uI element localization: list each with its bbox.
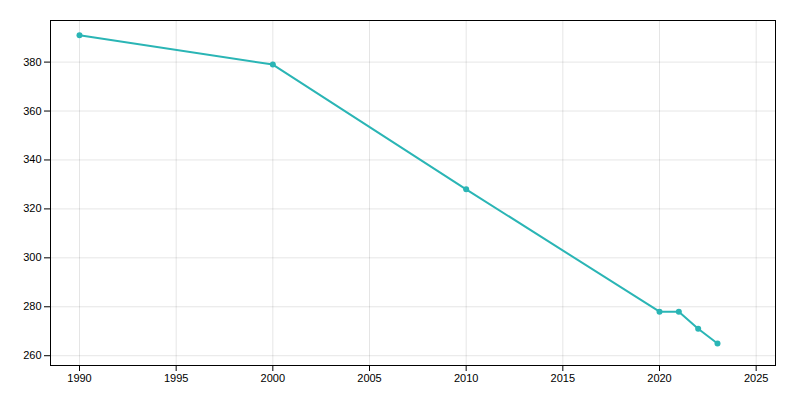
svg-text:2010: 2010	[454, 372, 478, 384]
svg-text:2005: 2005	[357, 372, 381, 384]
svg-text:2020: 2020	[647, 372, 671, 384]
svg-text:360: 360	[23, 105, 41, 117]
svg-text:380: 380	[23, 56, 41, 68]
svg-text:340: 340	[23, 153, 41, 165]
svg-text:1990: 1990	[67, 372, 91, 384]
svg-text:2015: 2015	[551, 372, 575, 384]
svg-text:1995: 1995	[164, 372, 188, 384]
svg-text:280: 280	[23, 300, 41, 312]
svg-text:320: 320	[23, 202, 41, 214]
svg-text:300: 300	[23, 251, 41, 263]
svg-text:2025: 2025	[744, 372, 768, 384]
svg-text:260: 260	[23, 349, 41, 361]
svg-text:2000: 2000	[261, 372, 285, 384]
